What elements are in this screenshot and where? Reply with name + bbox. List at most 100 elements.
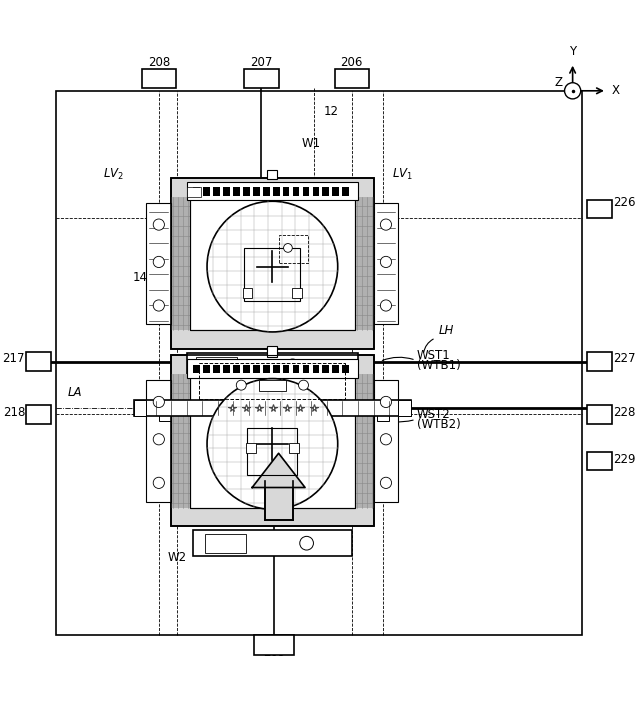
Bar [213, 364, 220, 373]
Text: W1: W1 [302, 137, 321, 150]
Bar [243, 187, 250, 196]
Bar [205, 534, 246, 552]
Bar [26, 352, 51, 371]
Bar [283, 187, 289, 196]
Bar [193, 530, 352, 556]
Bar [312, 364, 319, 373]
Bar [355, 197, 374, 330]
Bar [268, 170, 277, 179]
Circle shape [153, 257, 164, 268]
Bar [172, 178, 374, 349]
Text: X: X [612, 85, 620, 98]
Bar [342, 364, 349, 373]
Bar [244, 69, 278, 87]
Bar [223, 187, 230, 196]
Circle shape [380, 477, 392, 489]
Text: (WTB2): (WTB2) [417, 419, 461, 432]
Bar [187, 353, 358, 379]
Bar [172, 355, 374, 526]
Bar [147, 380, 172, 502]
Bar [263, 364, 269, 373]
Bar [303, 187, 309, 196]
Text: Y: Y [569, 45, 576, 58]
Bar [259, 380, 286, 390]
Bar [172, 178, 374, 349]
Circle shape [380, 257, 392, 268]
Bar [193, 364, 200, 373]
Bar [188, 187, 201, 197]
Text: 218: 218 [3, 406, 25, 419]
Circle shape [153, 396, 164, 408]
Circle shape [380, 434, 392, 445]
Circle shape [286, 359, 300, 372]
Bar [289, 443, 299, 453]
Text: 226: 226 [613, 197, 636, 210]
Bar [196, 356, 237, 375]
Bar [268, 346, 277, 355]
Bar [292, 364, 300, 373]
Text: LV$_1$: LV$_1$ [392, 167, 413, 182]
Circle shape [207, 379, 338, 509]
Bar [159, 406, 172, 421]
Text: LA: LA [68, 386, 82, 399]
Text: 217: 217 [3, 352, 25, 365]
Text: 209: 209 [263, 646, 285, 659]
Bar [203, 364, 210, 373]
Circle shape [298, 380, 308, 390]
Text: 12: 12 [324, 105, 339, 118]
Text: W2: W2 [168, 552, 187, 564]
Text: ~: ~ [228, 410, 243, 428]
Bar [264, 482, 292, 520]
Bar [233, 364, 240, 373]
Circle shape [380, 300, 392, 311]
Bar [199, 363, 346, 399]
Text: 228: 228 [613, 406, 636, 419]
Bar [187, 359, 358, 377]
Bar [172, 355, 374, 526]
Bar [253, 187, 260, 196]
Bar [190, 197, 355, 330]
Bar [587, 452, 612, 471]
Circle shape [153, 300, 164, 311]
Bar [587, 200, 612, 218]
Bar [253, 635, 294, 654]
Polygon shape [252, 453, 305, 487]
Bar [147, 203, 172, 324]
Bar [342, 187, 349, 196]
Bar [190, 374, 355, 508]
Bar [268, 347, 277, 356]
Text: 162C: 162C [352, 489, 383, 502]
Text: LV$_0$: LV$_0$ [274, 424, 295, 439]
Circle shape [153, 434, 164, 445]
Bar [398, 400, 411, 416]
Bar [263, 187, 269, 196]
Bar [273, 187, 280, 196]
Bar [312, 187, 319, 196]
Text: WST1: WST1 [417, 348, 451, 362]
Bar [273, 364, 280, 373]
Circle shape [380, 219, 392, 230]
Bar [203, 187, 210, 196]
Text: 208: 208 [148, 56, 170, 69]
Bar [190, 374, 355, 508]
Circle shape [207, 201, 338, 332]
Bar [223, 364, 230, 373]
Bar [190, 197, 355, 330]
Bar [374, 203, 398, 324]
Text: 14: 14 [132, 271, 148, 284]
Bar [355, 374, 374, 508]
Bar [243, 364, 250, 373]
Bar [283, 364, 289, 373]
Text: (WTB1): (WTB1) [417, 359, 461, 372]
Bar [56, 91, 582, 636]
Bar [303, 364, 309, 373]
Bar [332, 187, 339, 196]
Bar [587, 405, 612, 424]
Bar [193, 187, 200, 196]
Bar [172, 197, 190, 330]
Bar [374, 380, 398, 502]
Circle shape [564, 82, 580, 99]
Text: 229: 229 [613, 453, 636, 466]
Text: 162D: 162D [147, 482, 178, 495]
Bar [134, 400, 411, 416]
